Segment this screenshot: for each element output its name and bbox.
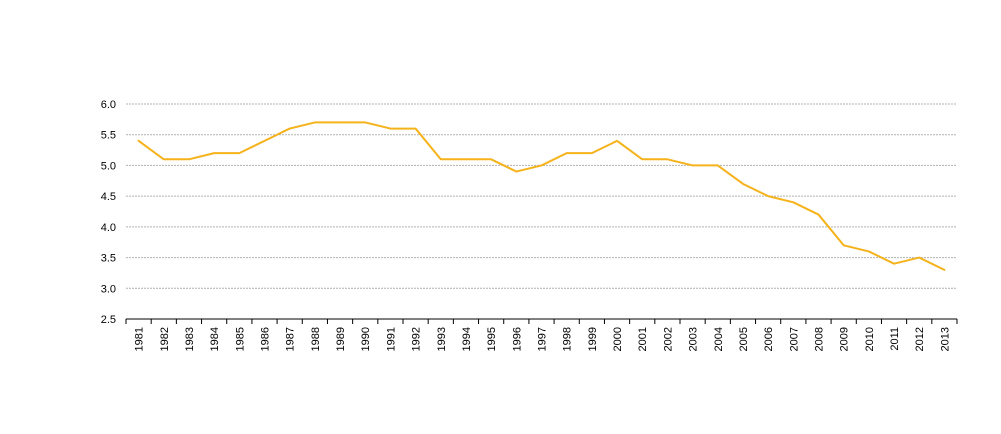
x-tick-label: 2000 xyxy=(612,327,624,351)
x-tick-label: 1987 xyxy=(285,327,297,351)
x-tick-label: 1988 xyxy=(310,327,322,351)
y-tick-label: 5.5 xyxy=(101,130,116,142)
x-tick-label: 2008 xyxy=(814,327,826,351)
y-tick-label: 5.0 xyxy=(101,160,116,172)
x-tick-label: 2011 xyxy=(889,327,901,351)
x-tick-label: 1989 xyxy=(335,327,347,351)
x-tick-label: 1983 xyxy=(184,327,196,351)
x-tick-label: 1993 xyxy=(436,327,448,351)
gridlines xyxy=(126,104,957,288)
x-tick-label: 1981 xyxy=(134,327,146,351)
x-tick-label: 1990 xyxy=(360,327,372,351)
x-tick-label: 1991 xyxy=(385,327,397,351)
x-tick-label: 2006 xyxy=(763,327,775,351)
x-tick-label: 1996 xyxy=(511,327,523,351)
y-tick-label: 3.5 xyxy=(101,253,116,265)
y-axis: 2.5 3.0 3.5 4.0 4.5 5.0 5.5 6.0 xyxy=(101,99,116,326)
x-tick-label: 1999 xyxy=(587,327,599,351)
x-tick-label: 2004 xyxy=(713,327,725,351)
x-axis: 1981 1982 1983 1984 1985 1986 1987 1988 1989 1990… xyxy=(126,319,957,351)
x-tick-label: 1986 xyxy=(260,327,272,351)
x-tick-label: 1985 xyxy=(234,327,246,351)
x-tick-label: 2013 xyxy=(939,327,951,351)
x-tick-label: 2010 xyxy=(864,327,876,351)
x-tick-label: 1998 xyxy=(562,327,574,351)
x-tick-label: 2007 xyxy=(788,327,800,351)
x-tick-label: 2003 xyxy=(688,327,700,351)
y-tick-label: 2.5 xyxy=(101,314,116,326)
x-tick-label: 2001 xyxy=(637,327,649,351)
y-tick-label: 4.5 xyxy=(101,191,116,203)
y-tick-label: 4.0 xyxy=(101,222,116,234)
x-tick-label: 2009 xyxy=(839,327,851,351)
x-tick-label: 1997 xyxy=(537,327,549,351)
x-tick-label: 1992 xyxy=(411,327,423,351)
x-tick-label: 2005 xyxy=(738,327,750,351)
x-tick-label: 1994 xyxy=(461,327,473,351)
y-tick-label: 3.0 xyxy=(101,283,116,295)
x-tick-label: 1982 xyxy=(159,327,171,351)
x-tick-label: 1995 xyxy=(486,327,498,351)
x-tick-label: 2012 xyxy=(914,327,926,351)
x-tick-label: 1984 xyxy=(209,327,221,351)
y-tick-label: 6.0 xyxy=(101,99,116,111)
x-tick-label: 2002 xyxy=(662,327,674,351)
